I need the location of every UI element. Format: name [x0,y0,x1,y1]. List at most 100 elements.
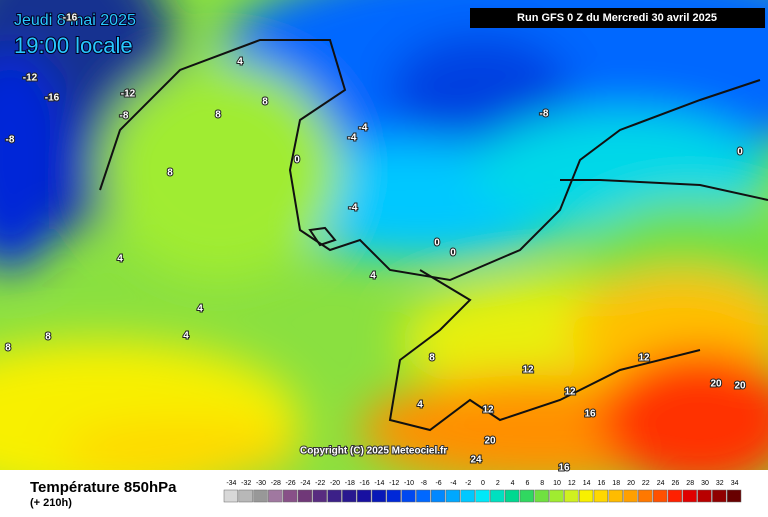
scale-label: 16 [598,480,606,487]
contour-label: 8 [5,343,11,354]
contour-label: 8 [215,110,221,121]
scale-label: -8 [421,480,427,487]
contour-label: -4 [349,203,358,214]
scale-label: 12 [568,480,576,487]
run-info: Run GFS 0 Z du Mercredi 30 avril 2025 [517,12,717,24]
contour-label: -8 [6,135,15,146]
contour-label: 8 [167,168,173,179]
scale-label: -24 [300,480,310,487]
scale-label: -10 [404,480,414,487]
scale-label: -22 [315,480,325,487]
scale-label: -20 [330,480,340,487]
scale-label: -2 [465,480,471,487]
contour-label: 16 [584,409,596,420]
contour-label: 8 [429,353,435,364]
scale-swatch [638,489,653,503]
scale-label: -26 [286,480,296,487]
scale-swatch [549,489,564,503]
scale-swatch [534,489,549,503]
footer-lead: (+ 210h) [30,497,72,509]
contour-label: -4 [348,133,357,144]
contour-label: 4 [117,254,123,265]
scale-swatch [726,489,742,503]
contour-label: 4 [183,331,189,342]
forecast-time: 19:00 locale [14,33,133,58]
scale-label: -4 [450,480,456,487]
contour-label: 4 [370,271,376,282]
scale-swatch [490,489,505,503]
contour-label: -12 [23,73,38,84]
scale-label: -32 [241,480,251,487]
scale-swatch [327,489,342,503]
scale-swatch [445,489,461,503]
scale-label: -12 [389,480,399,487]
scale-label: -18 [345,480,355,487]
scale-label: 4 [511,480,515,487]
scale-swatch [342,489,357,503]
contour-label: 24 [470,455,482,466]
scale-label: 6 [525,480,529,487]
contour-label: -8 [540,109,549,120]
scale-swatch [667,489,683,503]
scale-swatch [297,489,313,503]
contour-label: 0 [450,248,456,259]
scale-label: -16 [360,480,370,487]
temperature-field [0,0,768,500]
contour-label: 12 [638,353,650,364]
scale-swatch [652,489,668,503]
scale-swatch [282,489,298,503]
scale-label: 26 [672,480,680,487]
copyright: Copyright (C) 2025 Meteociel.fr [300,446,447,457]
contour-label: 20 [734,381,746,392]
run-box [470,8,765,28]
scale-swatch [682,489,697,503]
scale-label: -28 [271,480,281,487]
contour-label: -16 [63,13,78,24]
contour-label: 20 [484,436,496,447]
scale-swatch [460,489,475,503]
scale-label: 24 [657,480,665,487]
scale-swatch [578,489,594,503]
scale-swatch [356,489,372,503]
scale-label: 14 [583,480,591,487]
scale-label: 34 [731,480,739,487]
contour-label: -16 [45,93,60,104]
scale-swatch [519,489,535,503]
scale-swatch [386,489,401,503]
scale-swatch [608,489,623,503]
scale-label: 32 [716,480,724,487]
scale-swatch [430,489,446,503]
scale-swatch [593,489,609,503]
scale-label: -30 [256,480,266,487]
scale-label: 20 [627,480,635,487]
scale-label: -6 [435,480,441,487]
scale-label: 18 [612,480,620,487]
scale-swatch [371,489,387,503]
scale-label: 30 [701,480,709,487]
contour-label: 8 [45,332,51,343]
scale-label: 8 [540,480,544,487]
scale-swatch [623,489,638,503]
contour-label: 4 [237,57,243,68]
contour-label: 4 [197,304,203,315]
scale-label: -34 [226,480,236,487]
contour-label: 12 [482,405,494,416]
scale-label: 0 [481,480,485,487]
contour-label: -4 [359,123,368,134]
scale-label: -14 [374,480,384,487]
scale-swatch [223,489,239,503]
scale-swatch [253,489,268,503]
scale-swatch [416,489,431,503]
scale-swatch [504,489,520,503]
footer-title: Température 850hPa [30,479,177,496]
contour-label: -12 [121,89,136,100]
contour-label: -8 [120,111,129,122]
scale-swatch [697,489,712,503]
scale-label: 2 [496,480,500,487]
contour-label: 20 [710,379,722,390]
scale-swatch [238,489,253,503]
contour-label: 12 [564,387,576,398]
scale-swatch [712,489,727,503]
contour-label: 12 [522,365,534,376]
